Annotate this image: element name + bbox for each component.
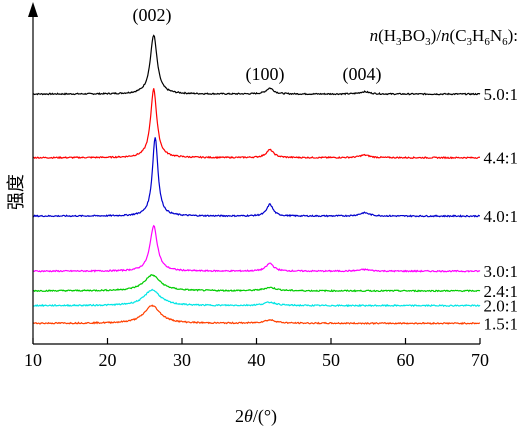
series-label: 2.0:1 [484,297,518,316]
series-line-1-5-1 [32,304,481,325]
legend-title-mid2: H [472,26,484,45]
series-line-5-0-1 [32,34,481,96]
legend-title-n2: n [441,26,450,45]
y-axis-arrow [28,2,38,17]
x-tick-label: 50 [322,350,340,370]
legend-title-sub4: 6 [484,36,490,48]
series-label: 4.4:1 [484,149,518,168]
legend-title-mid1: BO [402,26,426,45]
x-ticks: 10 20 30 40 50 60 70 [24,338,489,370]
peak-labels: (002) (100) (004) [133,5,382,85]
legend-title-mid3: N [490,26,502,45]
series-line-2-0-1 [32,288,481,308]
series-line-4-0-1 [32,137,481,218]
legend-title-open2: (C [450,26,467,45]
peak-label-004: (004) [343,64,382,85]
series-line-4-4-1 [32,88,481,160]
legend-title-sub3: 3 [467,36,473,48]
x-tick-label: 40 [248,350,266,370]
legend-title-sub1: 3 [396,36,402,48]
legend-title-sub2: 3 [425,36,431,48]
series-label: 4.0:1 [484,207,518,226]
x-tick-label: 10 [24,350,42,370]
series-label: 5.0:1 [484,85,518,104]
x-axis-title-theta: θ [244,406,253,426]
x-tick-label: 20 [99,350,117,370]
x-axis-title: 2θ/(°) [235,406,277,427]
series-label: 3.0:1 [484,262,518,281]
peak-label-002: (002) [133,5,172,26]
legend-title-close1: )/ [431,26,442,45]
legend-title-open1: (H [378,26,396,45]
legend-title-close2: ): [508,26,518,45]
series-label: 2.4:1 [484,282,518,301]
x-axis-title-suffix: /(°) [253,406,277,427]
x-tick-label: 30 [173,350,191,370]
series-line-2-4-1 [32,273,481,293]
x-tick-label: 60 [397,350,415,370]
legend-title: n(H3BO3)/n(C3H6N6): [370,26,518,48]
series-layer: 5.0:1 4.4:1 4.0:1 3.0:12.4:12.0:11.5:1 [32,34,518,333]
y-axis-title: 强度 [6,174,27,210]
legend-title-n1: n [370,26,379,45]
x-axis-title-prefix: 2 [235,406,244,426]
x-tick-label: 70 [471,350,489,370]
peak-label-100: (100) [246,64,285,85]
series-label: 1.5:1 [484,314,518,333]
legend-title-sub5: 6 [502,36,508,48]
series-line-3-0-1 [32,224,481,273]
